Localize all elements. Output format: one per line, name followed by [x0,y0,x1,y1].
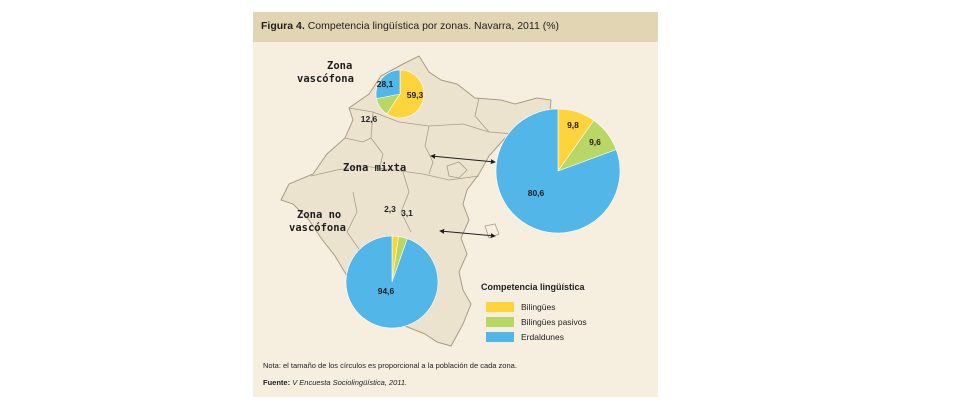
region-border-5 [400,171,412,233]
figure-panel: Figura 4. Competencia lingüística por zo… [253,12,658,397]
legend-title: Competencia lingüística [481,282,586,292]
zone-label-mixta: Zona mixta [343,162,406,174]
slice-label-1-1: 59,3 [407,90,424,100]
slice-label-1-2: 12,6 [361,114,378,124]
slice-label-2-2: 9,6 [589,137,601,147]
chart-area: 59,3 12,6 28,1 9,8 9,6 80,6 2,3 3,1 94,6 Zona … [280,55,621,347]
figure-title: Figura 4. Competencia lingüística por zo… [261,20,559,32]
figure-header: Figura 4. Competencia lingüística por zo… [253,12,658,42]
source-prefix: Fuente: [263,378,291,387]
figure-title-text: Competencia lingüística por zonas. Navar… [307,20,560,32]
slice-label-3-3: 94,6 [378,286,395,296]
region-border-6 [474,97,490,133]
zone-label-no-vascofona-line2: vascófona [289,222,346,234]
source-text: V Encuesta Sociolingüística, 2011. [292,378,408,387]
region-border-3 [344,137,372,143]
pie-slice-2-3 [495,108,621,234]
slice-label-2-1: 9,8 [567,120,579,130]
slice-label-2-3: 80,6 [528,188,545,198]
legend: Competencia lingüística Bilingües Bilingü… [481,282,587,342]
slice-label-3-1: 2,3 [384,204,396,214]
legend-label-2: Bilingües pasivos [521,317,587,327]
pie-slice-1-3 [375,69,401,99]
slice-label-1-3: 28,1 [377,79,394,89]
zone-border-south [310,165,480,181]
pie-zona-mixta: 9,8 9,6 80,6 [495,108,621,234]
zone-label-vascofona-line1: Zona [327,60,352,72]
legend-swatch-1 [486,302,514,312]
connector-arrows [430,153,496,239]
pie-slice-1-1 [386,69,425,119]
zone-label-vascofona-line2: vascófona [297,73,354,85]
region-border-1 [370,111,384,171]
region-border-2 [424,125,434,175]
legend-swatch-3 [486,332,514,342]
slice-label-3-2: 3,1 [401,208,413,218]
pie-zona-vascofona: 59,3 12,6 28,1 [361,69,425,124]
figure-number: Figura 4. [261,20,305,32]
pie-zona-no-vascofona: 2,3 3,1 94,6 [345,204,439,329]
zone-label-no-vascofona-line1: Zona no [297,209,341,221]
zone-borders [310,97,544,275]
pie-slice-3-3 [345,235,439,329]
arrow-no-vascofona [439,228,496,239]
legend-label-1: Bilingües [521,302,556,312]
legend-label-3: Erdaldunes [521,332,564,342]
legend-swatch-2 [486,317,514,327]
figure-note: Nota: el tamaño de los círculos es propo… [263,361,517,370]
arrow-mixta [430,153,496,165]
figure-source: Fuente: V Encuesta Sociolingüística, 201… [263,378,407,387]
